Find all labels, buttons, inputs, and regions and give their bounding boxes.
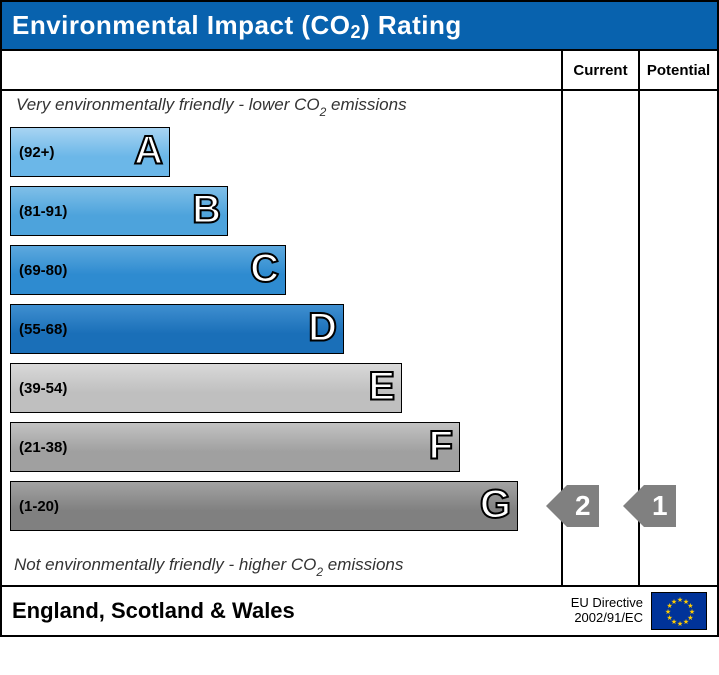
band-d: (55-68) D (10, 304, 344, 354)
potential-body: 1 (640, 91, 717, 585)
eu-star-icon: ★ (683, 618, 689, 626)
band-f: (21-38) F (10, 422, 460, 472)
band-c: (69-80) C (10, 245, 286, 295)
band-letter: A (134, 129, 163, 174)
caption-top: Very environmentally friendly - lower CO… (10, 91, 553, 123)
band-letter: C (250, 247, 279, 292)
footer-region: England, Scotland & Wales (12, 598, 295, 624)
eu-star-icon: ★ (671, 598, 677, 606)
rating-pointer: 2 (546, 485, 634, 527)
band-letter: F (429, 424, 453, 469)
header-spacer (2, 51, 561, 91)
band-e: (39-54) E (10, 363, 402, 413)
band-a: (92+) A (10, 127, 170, 177)
pointer-arrow-icon (546, 485, 567, 527)
bands-area: (92+) A (81-91) B (69-80) C (55-68) D (39-54) E (2… (10, 127, 553, 540)
footer: England, Scotland & Wales EU Directive 2… (2, 585, 717, 635)
eu-directive-text: EU Directive 2002/91/EC (571, 596, 643, 626)
potential-column: Potential 1 (640, 51, 717, 585)
pointer-value: 1 (644, 485, 676, 527)
rating-pointer: 1 (623, 485, 713, 527)
band-range: (21-38) (11, 439, 67, 456)
band-range: (92+) (11, 144, 54, 161)
epc-rating-chart: Environmental Impact (CO2) Rating Very e… (0, 0, 719, 637)
band-letter: G (480, 483, 511, 528)
bands-column: Very environmentally friendly - lower CO… (2, 51, 563, 585)
footer-right: EU Directive 2002/91/EC ★★★★★★★★★★★★ (571, 592, 707, 630)
potential-header: Potential (640, 51, 717, 91)
chart-title: Environmental Impact (CO2) Rating (2, 2, 717, 49)
eu-star-icon: ★ (677, 620, 683, 628)
band-range: (81-91) (11, 203, 67, 220)
eu-flag-icon: ★★★★★★★★★★★★ (651, 592, 707, 630)
band-range: (69-80) (11, 262, 67, 279)
pointer-arrow-icon (623, 485, 644, 527)
chart-body: Very environmentally friendly - lower CO… (2, 91, 561, 585)
band-letter: B (192, 188, 221, 233)
band-letter: D (308, 306, 337, 351)
band-letter: E (368, 365, 395, 410)
chart-main: Very environmentally friendly - lower CO… (2, 49, 717, 585)
band-range: (1-20) (11, 498, 59, 515)
current-header: Current (563, 51, 638, 91)
band-range: (39-54) (11, 380, 67, 397)
caption-bottom: Not environmentally friendly - higher CO… (8, 551, 409, 583)
pointer-value: 2 (567, 485, 599, 527)
band-b: (81-91) B (10, 186, 228, 236)
band-range: (55-68) (11, 321, 67, 338)
band-g: (1-20) G (10, 481, 518, 531)
